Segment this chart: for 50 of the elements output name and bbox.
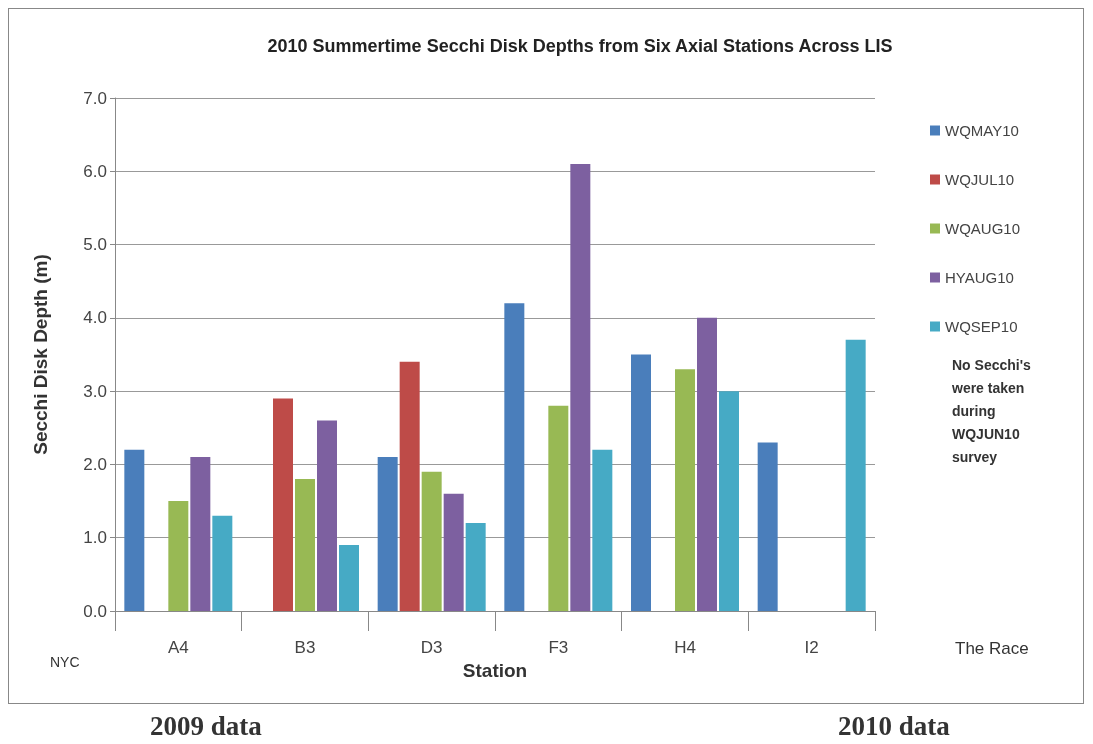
bar	[719, 391, 739, 611]
bar	[273, 398, 293, 611]
legend-label: WQMAY10	[945, 122, 1019, 139]
bar	[339, 545, 359, 611]
bar	[212, 515, 233, 611]
y-tick-label: 1.0	[83, 528, 107, 548]
text: No Secchi's were taken during WQJUN10 survey	[951, 356, 1035, 465]
bar	[190, 457, 211, 611]
bar	[295, 479, 315, 611]
bar	[317, 420, 337, 611]
bar	[570, 163, 591, 611]
legend-label: WQAUG10	[945, 220, 1021, 237]
chart-title: 2010 Summertime Secchi Disk Depths from Six Axial Stations Across LIS	[267, 36, 893, 56]
bar	[124, 449, 145, 611]
bar	[465, 523, 486, 611]
y-tick-label: 3.0	[83, 381, 107, 401]
x-tick-label: F3	[548, 638, 569, 657]
bar	[845, 339, 866, 611]
bar	[757, 442, 778, 611]
x-tick-label: D3	[420, 638, 443, 657]
text: The Race	[955, 639, 1029, 658]
x-tick-label: I2	[804, 638, 819, 657]
x-axis-title: Station	[462, 659, 528, 681]
y-tick-label: 6.0	[83, 161, 107, 181]
text: 2010 data	[838, 710, 951, 741]
text: 2009 data	[150, 710, 263, 741]
bar	[443, 493, 464, 611]
y-tick-label: 4.0	[83, 308, 107, 328]
y-axis-title: Secchi Disk Depth (m)	[30, 254, 51, 455]
bar	[697, 317, 717, 611]
bar	[675, 369, 695, 611]
y-tick-label: 7.0	[83, 88, 107, 108]
y-tick-label: 0.0	[83, 601, 107, 621]
x-tick-label: H4	[674, 638, 696, 657]
bar	[504, 303, 525, 611]
legend-label: WQSEP10	[945, 318, 1018, 335]
bar	[168, 501, 189, 611]
bar	[377, 457, 398, 611]
bar	[548, 405, 569, 611]
bar	[592, 449, 613, 611]
y-tick-label: 2.0	[83, 454, 107, 474]
text: NYC	[50, 653, 80, 670]
bar	[399, 361, 420, 611]
bar	[421, 471, 442, 611]
legend-label: HYAUG10	[945, 269, 1014, 286]
x-tick-label: A4	[167, 638, 189, 657]
x-tick-label: B3	[294, 638, 316, 657]
bar	[631, 354, 651, 611]
legend-label: WQJUL10	[945, 171, 1015, 188]
y-tick-label: 5.0	[83, 235, 107, 255]
